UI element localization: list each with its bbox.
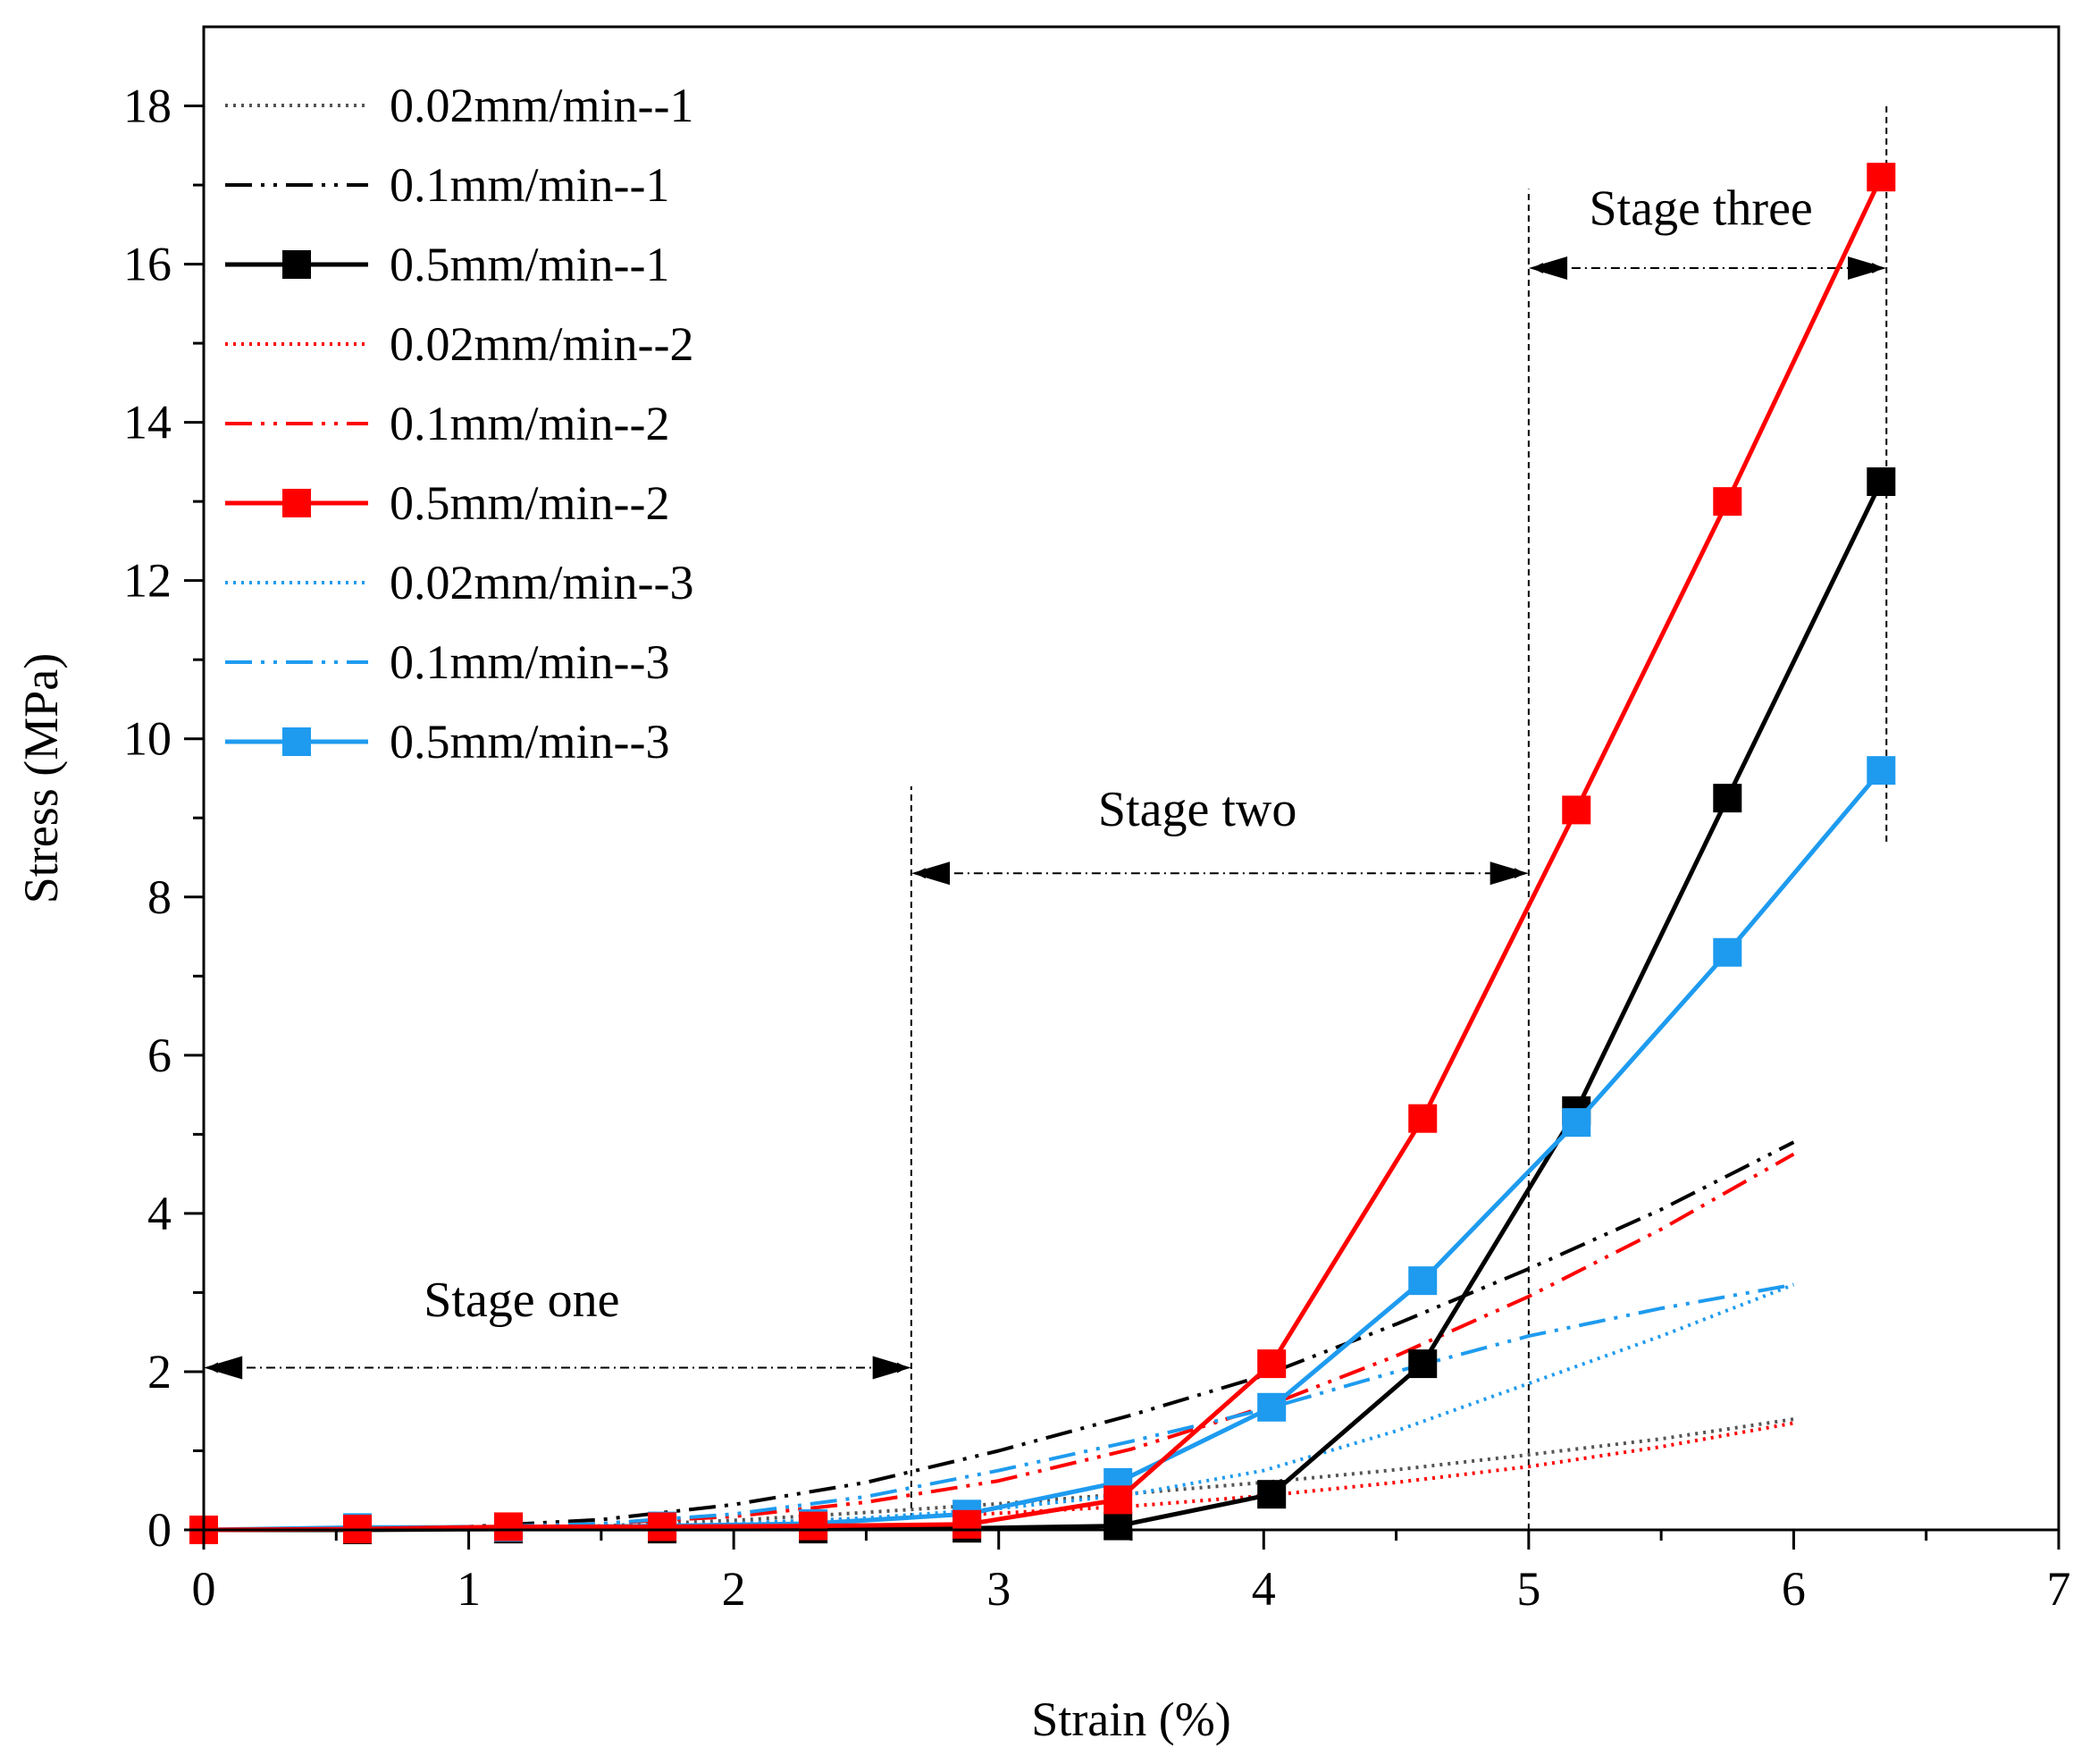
legend-label: 0.5mm/min--2 [390,476,669,530]
data-point [1867,467,1896,497]
legend: 0.02mm/min--1 0.1mm/min--1 0.5mm/min--1 0.0… [225,79,693,769]
legend-label: 0.02mm/min--1 [390,79,693,132]
series-line [203,176,1884,1533]
x-tick-label: 3 [986,1562,1011,1616]
data-point [1408,1104,1438,1133]
data-point [1104,1511,1133,1541]
series-0.5mm/min--2 [189,163,1896,1544]
series-line [203,1152,1795,1532]
legend-entry: 0.02mm/min--2 [225,317,693,371]
legend-marker [282,250,311,279]
legend-entry: 0.1mm/min--3 [225,635,669,689]
x-tick-label: 5 [1516,1562,1540,1616]
y-ticks: 0 2 4 6 8 10 12 14 16 18 [123,80,204,1557]
legend-entry: 0.5mm/min--3 [225,715,669,769]
legend-label: 0.02mm/min--3 [390,556,693,609]
y-tick-label: 12 [123,554,172,608]
y-tick-label: 14 [123,396,172,449]
stage-label: Stage three [1589,181,1812,236]
stage-arrow-head-left [204,1356,243,1380]
data-point [1867,163,1896,192]
y-tick-label: 8 [147,870,172,924]
legend-entry: 0.1mm/min--2 [225,397,669,450]
data-point [952,1509,982,1539]
x-tick-label: 7 [2047,1562,2071,1616]
data-point [648,1512,677,1541]
series-0.5mm/min--1 [189,467,1896,1544]
data-point [1104,1485,1133,1515]
legend-marker [282,727,311,756]
y-tick-label: 0 [147,1503,172,1557]
legend-label: 0.1mm/min--3 [390,635,669,689]
data-point [1713,937,1742,967]
data-point [494,1512,524,1541]
stage-arrow-head-right [1490,861,1529,886]
stage-label: Stage two [1098,782,1297,837]
x-tick-label: 6 [1782,1562,1806,1616]
data-point [1257,1349,1287,1379]
legend-entry: 0.5mm/min--2 [225,476,669,530]
y-tick-label: 10 [123,712,172,766]
y-tick-label: 4 [147,1187,172,1240]
data-point [1713,487,1742,517]
stage-arrow-head-left [911,861,951,886]
x-ticks: 0 1 2 3 4 5 6 7 [192,1530,2071,1616]
data-point [1867,756,1896,785]
data-point [1257,1392,1287,1422]
data-point [1257,1480,1287,1509]
series-0.5mm/min--3 [189,756,1896,1544]
y-tick-label: 6 [147,1029,172,1082]
series-line [203,769,1884,1533]
x-tick-label: 0 [192,1562,216,1616]
y-tick-label: 2 [147,1345,172,1399]
x-tick-label: 1 [457,1562,481,1616]
series-0.1mm/min--2 [203,1152,1795,1532]
stage-arrow-head-left [1528,256,1568,281]
data-point [1562,1108,1591,1138]
legend-entry: 0.1mm/min--1 [225,158,669,212]
legend-label: 0.1mm/min--1 [390,158,669,212]
series-line [203,1417,1794,1532]
stage-arrow-head-right [1848,256,1887,281]
legend-entry: 0.5mm/min--1 [225,238,669,291]
x-tick-label: 2 [722,1562,746,1616]
legend-marker [282,489,311,517]
series-0.02mm/min--2 [203,1421,1794,1532]
legend-label: 0.02mm/min--2 [390,317,693,371]
legend-entry: 0.02mm/min--3 [225,556,693,609]
y-tick-label: 18 [123,80,172,133]
data-point [799,1511,828,1541]
legend-label: 0.1mm/min--2 [390,397,669,450]
series-0.02mm/min--1 [203,1417,1794,1532]
legend-label: 0.5mm/min--3 [390,715,669,769]
legend-label: 0.5mm/min--1 [390,238,669,291]
data-point [1408,1266,1438,1296]
stage-guides: Stage one Stage two Stage three [204,105,1888,1530]
stage-arrow-head-right [872,1356,911,1380]
data-point [1562,795,1591,825]
stage-label: Stage one [424,1273,619,1328]
x-axis-title: Strain (%) [1031,1693,1230,1746]
x-tick-label: 4 [1252,1562,1276,1616]
data-point [1408,1349,1438,1379]
data-point [1713,784,1742,813]
legend-entry: 0.02mm/min--1 [225,79,693,132]
y-tick-label: 16 [123,238,172,291]
y-axis-title: Stress (MPa) [14,653,68,904]
series-line [203,1421,1794,1532]
